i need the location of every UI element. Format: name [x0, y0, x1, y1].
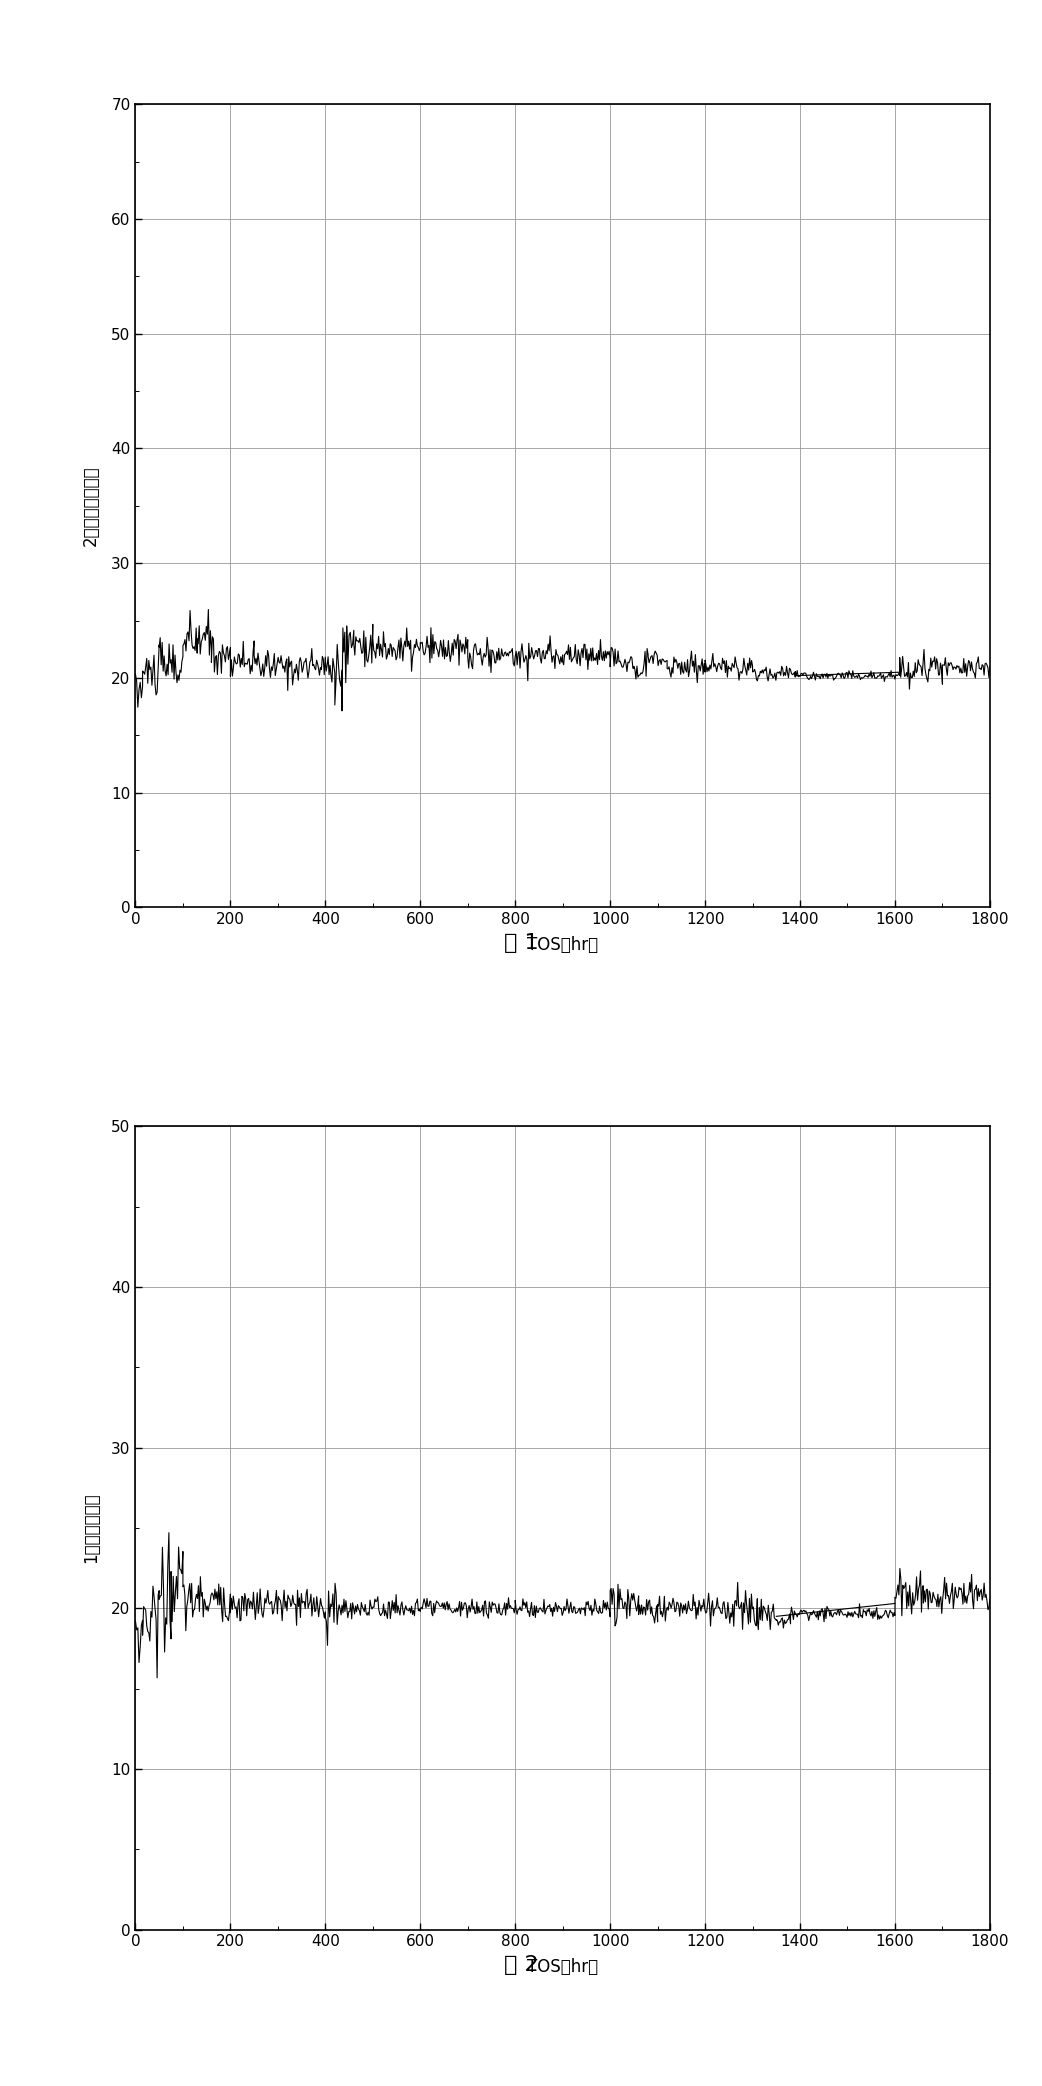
Text: 图 2: 图 2 — [503, 1955, 539, 1975]
Y-axis label: 1－丁烯收率％: 1－丁烯收率％ — [82, 1494, 100, 1562]
Text: 图 1: 图 1 — [503, 932, 539, 953]
Y-axis label: 2－丁烯转化率％: 2－丁烯转化率％ — [82, 465, 100, 547]
X-axis label: TOS（hr）: TOS（hr） — [527, 937, 598, 953]
X-axis label: TOS（hr）: TOS（hr） — [527, 1959, 598, 1975]
